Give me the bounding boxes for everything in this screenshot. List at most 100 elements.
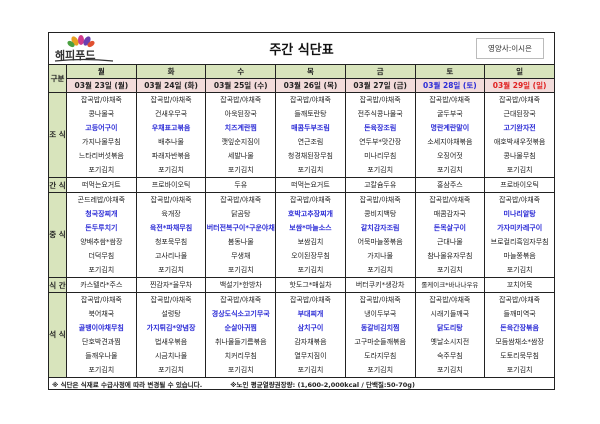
menu-item: 가지튀김*양념장 <box>146 324 196 332</box>
menu-item: 가지나물 <box>367 252 394 260</box>
menu-item: 들깨미역국 <box>503 310 536 318</box>
breakfast-cell: 잡곡밥/야채죽 아욱된장국 치즈계란찜 깻잎순지짐이 세발나물 포기김치 <box>205 92 277 178</box>
menu-item: 더덕무침 <box>88 252 115 260</box>
snack-cell: 버터쿠키*생강차 <box>344 277 416 293</box>
menu-item: 버터전복구이*구운야채 <box>206 224 275 232</box>
day-header: 수 <box>205 64 277 79</box>
lunch-cell: 잡곡밥/야채죽 콩비지백탕 갈치감자조림 어묵마늘쫑볶음 가지나물 포기김치 <box>344 192 416 278</box>
menu-item: 잡곡밥/야채죽 <box>359 296 401 304</box>
menu-item: 고사리나물 <box>154 252 188 260</box>
menu-table: 구분 월 화 수 목 금 토 일 03월 23일 (월) 03월 24일 (화) 03월 25일 (… <box>48 64 555 390</box>
menu-item: 시금치나물 <box>154 352 188 360</box>
menu-item: 도토리묵무침 <box>500 352 539 360</box>
dinner-cell: 잡곡밥/야채죽 시래기들깨국 닭도리탕 옛날소시지전 숙주무침 포기김치 <box>414 292 486 378</box>
menu-item: 콩비지백탕 <box>364 210 397 218</box>
menu-item: 닭도리탕 <box>436 324 463 332</box>
footer-row: ※ 식단은 식재료 수급사정에 따라 변경될 수 있습니다. ※노인 평균열량권장… <box>48 377 555 390</box>
happy-food-logo: 해피푸드 <box>54 35 114 62</box>
menu-item: 잡곡밥/야채죽 <box>289 196 331 204</box>
menu-item: 포기김치 <box>436 266 463 274</box>
dinner-cell: 잡곡밥/야채죽 냉이두부국 동갈비김치찜 고구마순들깨볶음 도라지무침 포기김치 <box>344 292 416 378</box>
dinner-label: 석 식 <box>48 292 67 378</box>
breakfast-cell: 잡곡밥/야채죽 굴두부국 명란계란말이 소세지야채볶음 오징어젓 포기김치 <box>414 92 486 178</box>
lunch-cell: 잡곡밥/야채죽 매콤감자국 돈목살구이 근대나물 참나물유자무침 포기김치 <box>414 192 486 278</box>
menu-item: 포기김치 <box>367 366 394 374</box>
menu-item: 잡곡밥/야채죽 <box>289 296 331 304</box>
menu-item: 들깨우나물 <box>85 352 118 360</box>
menu-item: 포기김치 <box>367 266 394 274</box>
lunch-cell: 잡곡밥/야채죽 호박고추장찌개 보쌈*마늘소스 보쌈김치 오이된장무침 포기김치 <box>275 192 346 278</box>
menu-item: 잡곡밥/야채죽 <box>429 296 471 304</box>
menu-item: 모듬쌈채소*쌈장 <box>495 338 544 346</box>
menu-item: 들깨토란탕 <box>294 110 327 118</box>
menu-item: 잡곡밥/야채죽 <box>220 196 262 204</box>
menu-item: 도라지무침 <box>364 352 397 360</box>
snack-cell: 꼬치어묵 <box>484 277 555 293</box>
menu-item: 옛날소시지전 <box>430 338 470 346</box>
date-cell: 03월 24일 (화) <box>135 78 207 93</box>
dinner-cell: 잡곡밥/야채죽 설렁탕 가지튀김*양념장 법새우볶음 시금치나물 포기김치 <box>135 292 207 378</box>
dinner-cell: 잡곡밥/야채죽 들깨미역국 돈육간장볶음 모듬쌈채소*쌈장 도토리묵무침 포기김치 <box>484 292 555 378</box>
dinner-cell: 잡곡밥/야채죽 경상도식소고기무국 순살아귀찜 취나물들기름볶음 치커리무침 포기김치 <box>205 292 277 378</box>
menu-item: 잡곡밥/야채죽 <box>80 296 122 304</box>
menu-item: 청경채된장무침 <box>287 152 333 160</box>
dinner-row: 석 식 잡곡밥/야채죽 북어채국 골뱅이야채무침 단호박견과찜 들깨우나물 포기김치 잡곡밥/… <box>48 292 555 378</box>
dinner-cell: 잡곡밥/야채죽 부대찌개 삼치구이 감자채볶음 열무지짐이 포기김치 <box>275 292 346 378</box>
menu-item: 육전*파채무침 <box>149 224 193 232</box>
menu-item: 잡곡밥/야채죽 <box>359 196 401 204</box>
menu-item: 단호박견과찜 <box>82 338 121 346</box>
day-header: 토 <box>414 64 486 79</box>
menu-item: 무생채 <box>231 252 251 260</box>
snack2-label: 식 간 <box>48 277 67 293</box>
menu-item: 포기김치 <box>88 366 115 374</box>
breakfast-cell: 잡곡밥/야채죽 들깨토란탕 매콤두부조림 연근조림 청경채된장무침 포기김치 <box>275 92 346 178</box>
snack-cell: 프로바이오틱 <box>484 177 555 193</box>
menu-item: 순살아귀찜 <box>224 324 257 332</box>
menu-item: 돈육간장볶음 <box>500 324 539 332</box>
menu-item: 참나물유자무침 <box>427 252 473 260</box>
menu-item: 연두부*맛간장 <box>359 138 402 146</box>
menu-item: 설렁탕 <box>161 310 181 318</box>
snack-cell: 고칼슘두유 <box>344 177 416 193</box>
category-label: 구분 <box>48 64 67 93</box>
lunch-cell: 곤드레밥/야채죽 청국장찌개 돈두루치기 양배추쌈*쌈장 더덕무침 포기김치 <box>66 192 137 278</box>
lunch-cell: 잡곡밥/야채죽 미나리알탕 가자미카레구이 브로컬리흑임자무침 마늘쫑볶음 포기김치 <box>484 192 555 278</box>
menu-item: 잡곡밥/야채죽 <box>429 96 471 104</box>
footer-note-calories: ※노인 평균열량권장량: (1,600-2,000kcal / 단백질:50-7… <box>230 380 415 389</box>
date-row: 03월 23일 (월) 03월 24일 (화) 03월 25일 (수) 03월 26일… <box>49 78 555 93</box>
snack-cell: 두유 <box>205 177 277 193</box>
dinner-cell: 잡곡밥/야채죽 북어채국 골뱅이야채무침 단호박견과찜 들깨우나물 포기김치 <box>66 292 137 378</box>
menu-item: 깻잎순지짐이 <box>221 138 261 146</box>
menu-item: 포기김치 <box>227 266 254 274</box>
menu-item: 보쌈*마늘소스 <box>289 224 332 232</box>
menu-item: 마늘쫑볶음 <box>503 252 536 260</box>
menu-item: 콩나물무침 <box>503 152 536 160</box>
menu-item: 취나물들기름볶음 <box>214 338 267 346</box>
day-header: 화 <box>135 64 207 79</box>
menu-item: 포기김치 <box>158 266 184 274</box>
menu-item: 청국장찌개 <box>85 210 118 218</box>
menu-item: 열무지짐이 <box>294 352 327 360</box>
menu-item: 포기김치 <box>436 366 463 374</box>
snack-cell: 프로바이오틱 <box>135 177 207 193</box>
menu-item: 골뱅이야채무침 <box>78 324 124 332</box>
menu-item: 잡곡밥/야채죽 <box>359 96 401 104</box>
day-header: 금 <box>344 64 416 79</box>
menu-item: 잡곡밥/야채죽 <box>80 96 122 104</box>
day-header: 월 <box>66 64 137 79</box>
breakfast-cell: 잡곡밥/야채죽 건새우무국 우채표고볶음 배추나물 파래자반볶음 포기김치 <box>135 92 207 178</box>
snack-cell: 핫도그*매실차 <box>275 277 346 293</box>
menu-item: 아욱된장국 <box>224 110 257 118</box>
menu-item: 포기김치 <box>227 166 254 174</box>
menu-item: 청포묵무침 <box>154 238 188 246</box>
menu-item: 고기완자전 <box>503 124 536 132</box>
lunch-row: 중 식 곤드레밥/야채죽 청국장찌개 돈두루치기 양배추쌈*쌈장 더덕무침 포기김치 잡곡밥/… <box>48 192 555 278</box>
menu-item: 포기김치 <box>88 166 115 174</box>
menu-item: 매콤두부조림 <box>291 124 330 132</box>
menu-item: 근대나물 <box>436 238 463 246</box>
menu-item: 봄동나물 <box>227 238 254 246</box>
menu-item: 파래자반볶음 <box>151 152 191 160</box>
page-title: 주간 식단표 <box>269 43 334 58</box>
snack-cell: 떠먹는요거트 <box>275 177 346 193</box>
menu-item: 잡곡밥/야채죽 <box>220 296 262 304</box>
